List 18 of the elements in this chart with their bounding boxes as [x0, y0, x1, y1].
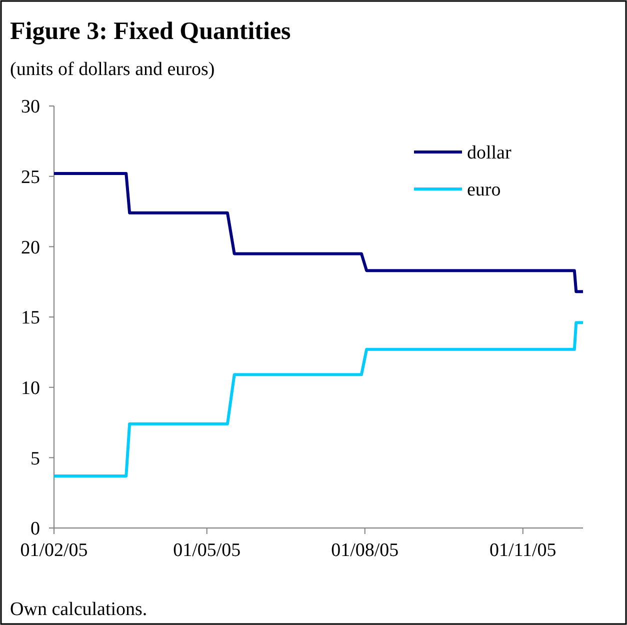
y-tick-label: 25: [21, 166, 40, 188]
y-tick-label: 30: [21, 96, 40, 118]
legend-label: dollar: [467, 142, 512, 164]
y-tick-label: 5: [30, 448, 40, 470]
chart-title: Figure 3: Fixed Quantities: [10, 18, 292, 45]
line-series: [52, 321, 584, 478]
x-tick-label: 01/08/05: [331, 540, 399, 561]
x-tick-label: 01/02/05: [20, 540, 88, 561]
y-tick-label: 0: [30, 518, 40, 540]
x-tick-label: 01/05/05: [173, 540, 241, 561]
line-series: [52, 172, 584, 294]
y-tick-label: 10: [21, 378, 40, 399]
legend-label: euro: [467, 180, 501, 201]
y-tick-label: 20: [21, 237, 40, 258]
y-tick-label: 15: [21, 308, 40, 329]
chart-subtitle: (units of dollars and euros): [10, 59, 215, 80]
text: Own calculations.: [10, 599, 148, 620]
x-tick-label: 01/11/05: [489, 540, 556, 561]
